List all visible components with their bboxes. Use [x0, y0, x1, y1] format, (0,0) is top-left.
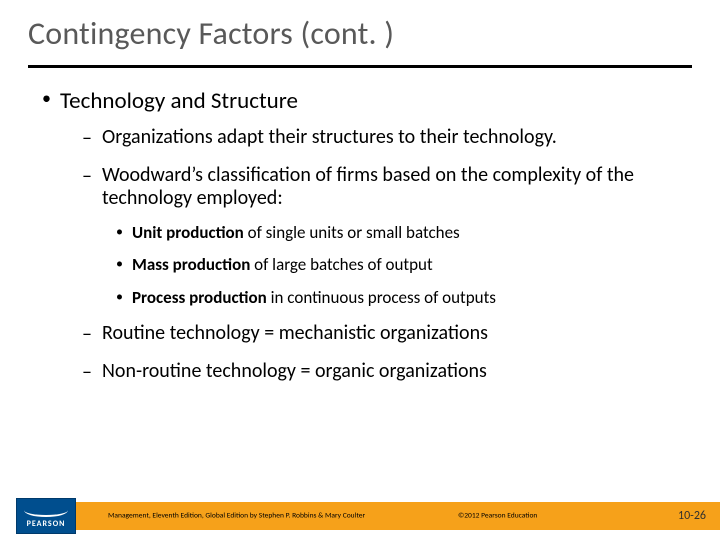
list-item: • Unit production of single units or sma…	[116, 223, 678, 243]
logo-text: PEARSON	[27, 519, 66, 529]
pearson-logo: PEARSON	[16, 498, 76, 534]
slide-title: Contingency Factors (cont. )	[28, 14, 692, 53]
list-item: – Organizations adapt their structures t…	[82, 126, 678, 150]
footer: Management, Eleventh Edition, Global Edi…	[0, 502, 720, 530]
list-item: – Non-routine technology = organic organ…	[82, 360, 678, 384]
list-item: • Process production in continuous proce…	[116, 288, 678, 308]
footer-copyright: ©2012 Pearson Education	[458, 512, 537, 521]
bullet-dot-icon: •	[116, 255, 132, 274]
list-item: • Mass production of large batches of ou…	[116, 255, 678, 275]
bullet-dot-icon: •	[116, 288, 132, 307]
dash-icon: –	[82, 164, 102, 188]
list-item: – Routine technology = mechanistic organ…	[82, 322, 678, 346]
page-number: 10-26	[678, 509, 706, 523]
footer-book-text: Management, Eleventh Edition, Global Edi…	[108, 512, 365, 521]
lvl1-text: Technology and Structure	[60, 88, 298, 116]
lvl3-text: Unit production of single units or small…	[132, 223, 460, 243]
lvl2-text: Organizations adapt their structures to …	[102, 126, 557, 150]
lvl2-text: Woodward’s classification of firms based…	[102, 164, 678, 211]
dash-icon: –	[82, 360, 102, 384]
logo-swoosh-icon	[24, 505, 68, 517]
list-item: • Technology and Structure – Organizatio…	[42, 88, 678, 384]
lvl3-text: Mass production of large batches of outp…	[132, 255, 433, 275]
bullet-list-lvl1: • Technology and Structure – Organizatio…	[42, 88, 678, 384]
bullet-dot-icon: •	[116, 223, 132, 242]
title-area: Contingency Factors (cont. )	[0, 0, 720, 59]
bullet-dot-icon: •	[42, 88, 60, 110]
bullet-list-lvl2: – Organizations adapt their structures t…	[82, 126, 678, 384]
body-area: • Technology and Structure – Organizatio…	[0, 68, 720, 540]
list-item: – Woodward’s classification of firms bas…	[82, 164, 678, 308]
lvl2-text: Non-routine technology = organic organiz…	[102, 360, 487, 384]
lvl2-text: Routine technology = mechanistic organiz…	[102, 322, 488, 346]
dash-icon: –	[82, 322, 102, 346]
footer-bar: Management, Eleventh Edition, Global Edi…	[18, 502, 720, 530]
dash-icon: –	[82, 126, 102, 150]
slide: Contingency Factors (cont. ) • Technolog…	[0, 0, 720, 540]
lvl3-text: Process production in continuous process…	[132, 288, 496, 308]
bullet-list-lvl3: • Unit production of single units or sma…	[116, 223, 678, 308]
